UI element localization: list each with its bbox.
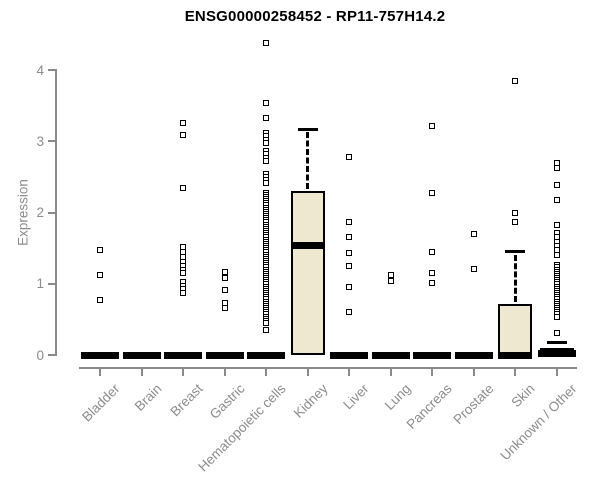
outlier-point <box>180 290 186 296</box>
outlier-point <box>553 222 560 229</box>
outlier-point <box>180 253 186 260</box>
outlier-point <box>263 99 269 106</box>
median-line <box>290 241 325 249</box>
chart-title: ENSG00000258452 - RP11-757H14.2 <box>184 8 446 25</box>
outlier-point <box>346 250 352 257</box>
median-zero-bar <box>164 351 202 359</box>
outlier-point <box>387 277 394 284</box>
outlier-point <box>553 313 560 320</box>
whisker-stem <box>513 254 517 302</box>
outlier-point <box>221 287 228 294</box>
outlier-point <box>97 297 103 304</box>
outlier-point <box>346 233 352 240</box>
box <box>498 303 532 355</box>
y-tick-label: 3 <box>36 133 44 149</box>
x-axis-line <box>79 367 577 369</box>
outlier-point <box>429 190 435 197</box>
outlier-point <box>387 272 394 279</box>
x-axis-tick <box>389 368 392 376</box>
outlier-point <box>553 164 560 171</box>
y-axis-line <box>55 69 57 356</box>
whisker-cap <box>505 250 525 254</box>
box <box>290 191 325 355</box>
outlier-point <box>429 280 435 287</box>
y-tick-label: 4 <box>36 62 44 78</box>
outlier-point <box>180 185 186 192</box>
outlier-point <box>512 77 518 84</box>
outlier-point <box>97 272 103 279</box>
median-zero-bar <box>81 351 119 359</box>
outlier-point <box>512 218 518 225</box>
median-zero-bar <box>371 351 410 359</box>
y-axis-tick <box>48 354 56 356</box>
median-zero-bar <box>122 351 161 359</box>
x-axis-tick <box>514 368 516 376</box>
whisker-stem <box>306 132 309 190</box>
y-axis-tick <box>48 69 56 71</box>
outlier-point <box>470 230 477 237</box>
y-tick-label: 2 <box>36 205 44 220</box>
median-zero-bar <box>205 351 244 359</box>
x-axis-tick <box>348 368 350 376</box>
median-zero-bar <box>247 351 285 359</box>
whisker-cap <box>546 341 567 345</box>
median-zero-bar <box>413 351 451 359</box>
outlier-point <box>97 247 103 254</box>
median-zero-bar <box>537 350 576 358</box>
outlier-point <box>221 275 228 282</box>
x-axis-tick <box>555 368 558 376</box>
y-axis-tick <box>48 211 56 214</box>
outlier-point <box>180 270 186 277</box>
median-zero-bar <box>330 351 368 359</box>
outlier-point <box>263 327 269 334</box>
median-line <box>498 351 532 359</box>
y-axis-tick <box>48 282 56 285</box>
outlier-point <box>180 119 186 126</box>
x-axis-tick <box>431 368 433 376</box>
x-axis-tick <box>182 368 184 376</box>
outlier-point <box>263 140 269 147</box>
outlier-point <box>346 284 352 291</box>
outlier-point <box>346 153 352 160</box>
y-tick-label: 0 <box>36 347 44 363</box>
outlier-point <box>429 123 435 130</box>
x-axis-tick <box>99 368 101 376</box>
outlier-point <box>553 196 560 203</box>
outlier-point <box>553 251 560 258</box>
outlier-point <box>553 329 560 336</box>
outlier-point <box>263 115 269 122</box>
outlier-point <box>346 309 352 316</box>
outlier-point <box>553 181 560 188</box>
outlier-point <box>429 270 435 277</box>
outlier-point <box>263 158 269 165</box>
x-axis-tick <box>472 368 475 376</box>
x-axis-tick <box>140 368 143 376</box>
x-axis-tick <box>223 368 226 376</box>
outlier-point <box>429 248 435 255</box>
outlier-point <box>263 319 269 326</box>
outlier-point <box>346 262 352 269</box>
x-axis-tick <box>306 368 309 376</box>
outlier-point <box>180 131 186 138</box>
outlier-point <box>512 210 518 217</box>
outlier-point <box>221 269 228 276</box>
outlier-point <box>470 265 477 272</box>
x-axis-tick <box>265 368 267 376</box>
y-tick-label: 1 <box>36 276 44 292</box>
outlier-point <box>263 39 269 46</box>
outlier-point <box>263 179 269 186</box>
outlier-point <box>221 304 228 311</box>
median-zero-bar <box>454 351 493 359</box>
y-axis-tick <box>48 140 56 143</box>
whisker-cap <box>297 127 318 131</box>
outlier-point <box>346 218 352 225</box>
